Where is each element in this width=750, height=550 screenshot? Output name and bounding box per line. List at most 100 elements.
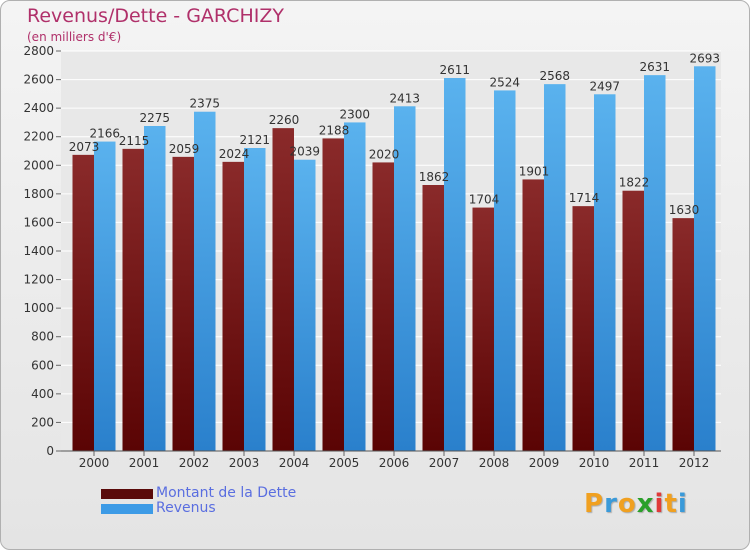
proxiti-logo: Proxiti [584, 489, 688, 519]
bar-dette [672, 218, 694, 451]
x-tick-label: 2005 [329, 456, 360, 470]
logo-letter: t [664, 489, 678, 519]
data-label-dette: 2020 [369, 147, 400, 161]
y-tick-label: 2600 [23, 73, 54, 87]
y-tick-label: 2800 [23, 44, 54, 58]
y-axis-ticks: 0 200 400 600 800 1000 1200 1400 1600 1800 2000 220… [23, 44, 61, 458]
data-label-dette: 2260 [269, 113, 300, 127]
data-label-revenus: 2375 [189, 97, 220, 111]
x-tick-label: 2006 [379, 456, 410, 470]
logo-letter: x [636, 489, 655, 519]
data-label-revenus: 2693 [689, 51, 720, 65]
logo-letter: i [654, 489, 665, 519]
bar-revenus [394, 106, 416, 452]
bar-revenus [194, 111, 216, 451]
x-tick-label: 2007 [429, 456, 460, 470]
bar-revenus [94, 141, 116, 452]
bar-dette [322, 138, 344, 451]
logo-letter: P [584, 489, 605, 519]
y-tick-label: 1600 [23, 215, 54, 229]
bar-revenus [644, 75, 666, 452]
logo-letter: i [677, 489, 688, 519]
x-tick-label: 2009 [529, 456, 560, 470]
bar-dette [172, 156, 194, 451]
x-tick-label: 2002 [179, 456, 210, 470]
x-axis-ticks: 2000 2001 2002 2003 2004 2005 2006 2007 2008 2009… [79, 451, 710, 470]
data-label-dette: 1630 [669, 203, 700, 217]
data-label-revenus: 2611 [439, 63, 470, 77]
bar-revenus [344, 122, 366, 451]
y-tick-label: 400 [31, 387, 54, 401]
y-tick-label: 0 [46, 444, 54, 458]
y-tick-label: 800 [31, 330, 54, 344]
bar-dette [522, 179, 544, 451]
data-label-revenus: 2568 [539, 69, 570, 83]
legend-label-revenus: Revenus [156, 500, 216, 516]
bar-revenus [144, 126, 166, 451]
bar-dette [222, 161, 244, 451]
logo-letter: r [604, 489, 618, 519]
y-tick-label: 1800 [23, 187, 54, 201]
data-label-dette: 1822 [619, 176, 650, 190]
data-label-dette: 1704 [469, 193, 500, 207]
bar-dette [622, 190, 644, 451]
bar-dette [422, 185, 444, 451]
bar-dette [72, 154, 94, 451]
bar-dette [572, 206, 594, 451]
y-tick-label: 2400 [23, 101, 54, 115]
data-label-revenus: 2524 [489, 75, 520, 89]
data-label-dette: 1901 [519, 164, 550, 178]
data-label-dette: 1714 [569, 191, 600, 205]
bar-revenus [494, 90, 516, 451]
x-tick-label: 2004 [279, 456, 310, 470]
data-label-dette: 2073 [69, 140, 100, 154]
data-label-revenus: 2300 [339, 107, 370, 121]
x-tick-label: 2001 [129, 456, 160, 470]
data-label-dette: 1862 [419, 170, 450, 184]
bar-dette [472, 207, 494, 451]
data-label-revenus: 2631 [639, 60, 670, 74]
y-tick-label: 2200 [23, 130, 54, 144]
chart-title: Revenus/Dette - GARCHIZY [27, 5, 284, 27]
data-label-revenus: 2497 [589, 79, 620, 93]
y-tick-label: 600 [31, 358, 54, 372]
x-tick-label: 2010 [579, 456, 610, 470]
x-tick-label: 2003 [229, 456, 260, 470]
bar-dette [122, 148, 144, 451]
bar-revenus [294, 159, 316, 451]
y-tick-label: 2000 [23, 158, 54, 172]
bar-revenus [694, 66, 716, 452]
bar-revenus [244, 148, 266, 451]
data-label-revenus: 2413 [389, 91, 420, 105]
y-tick-label: 1200 [23, 273, 54, 287]
data-label-dette: 2115 [119, 134, 150, 148]
x-tick-label: 2012 [679, 456, 710, 470]
data-label-dette: 2188 [319, 123, 350, 137]
x-tick-label: 2000 [79, 456, 110, 470]
legend-label-dette: Montant de la Dette [156, 485, 297, 501]
y-tick-label: 1400 [23, 244, 54, 258]
data-label-dette: 2059 [169, 142, 200, 156]
data-label-revenus: 2275 [139, 111, 170, 125]
chart-subtitle: (en milliers d'€) [27, 30, 122, 44]
x-tick-label: 2008 [479, 456, 510, 470]
legend-swatch-dette [101, 489, 153, 499]
data-label-revenus: 2166 [89, 127, 120, 141]
x-tick-label: 2011 [629, 456, 660, 470]
bar-dette [372, 162, 394, 451]
data-label-revenus: 2039 [289, 145, 320, 159]
data-label-dette: 2024 [219, 147, 250, 161]
data-label-revenus: 2121 [239, 133, 270, 147]
bar-revenus [444, 78, 466, 451]
bar-revenus [594, 94, 616, 452]
logo-letter: o [617, 489, 637, 519]
bar-dette [272, 128, 294, 451]
y-tick-label: 200 [31, 415, 54, 429]
y-tick-label: 1000 [23, 301, 54, 315]
bars [72, 66, 716, 452]
bar-revenus [544, 84, 566, 452]
legend-swatch-revenus [101, 504, 153, 514]
